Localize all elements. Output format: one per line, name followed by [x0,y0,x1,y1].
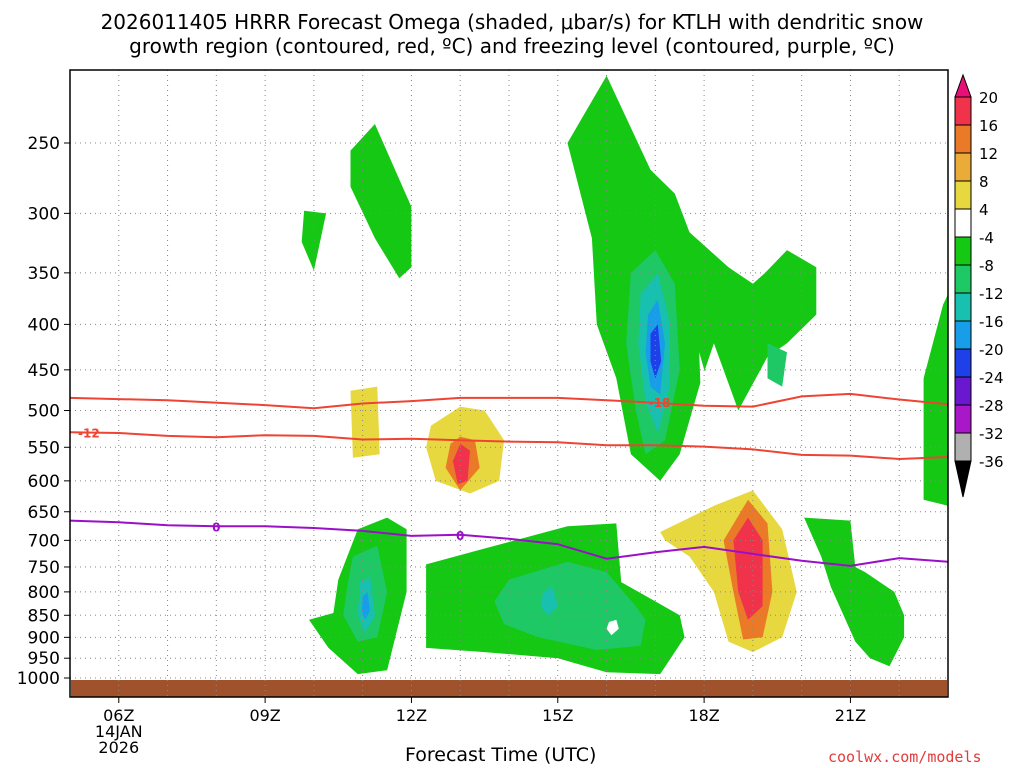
contour-line-0 [69,392,949,410]
y-tick-label-800: 800 [28,583,60,603]
omega-region-22 [767,343,787,387]
omega-region-7 [938,70,948,214]
y-tick-label-900: 900 [28,628,60,648]
colorbar-swatch-5 [954,208,972,238]
chart-title-line-1: 2026011405 HRRR Forecast Omega (shaded, … [100,10,924,34]
y-tick-label-400: 400 [28,315,60,335]
omega-shading-group [301,70,948,675]
colorbar-swatch-4 [954,180,972,210]
colorbar-swatch-7 [954,264,972,294]
y-tick-label-750: 750 [28,558,60,578]
contour-label-0: -18 [649,396,671,410]
contour-label-1: -12 [78,426,100,440]
omega-region-3 [538,210,573,273]
colorbar-swatch-13 [954,432,972,462]
colorbar-top-triangle [954,73,972,98]
colorbar-swatch-10 [954,348,972,378]
omega-region-4 [348,186,597,530]
x-date-label-0: 14JAN [95,722,143,741]
omega-region-11 [923,294,948,506]
y-tick-label-700: 700 [28,531,60,551]
colorbar-swatch-12 [954,404,972,434]
colorbar-label--16: -16 [979,313,1004,331]
colorbar-label--20: -20 [979,341,1004,359]
colorbar-label-4: 4 [979,201,989,219]
x-tick-label-12Z: 12Z [396,706,427,725]
contour-line-1 [69,431,949,461]
x-tick-label-18Z: 18Z [688,706,719,725]
colorbar-label--36: -36 [979,453,1004,471]
omega-region-27 [361,591,370,620]
y-tick-label-300: 300 [28,204,60,224]
colorbar-bottom-triangle [954,460,972,498]
y-tick-label-600: 600 [28,472,60,492]
colorbar-label--8: -8 [979,257,994,275]
y-tick-label-650: 650 [28,503,60,523]
colorbar-label--28: -28 [979,397,1004,415]
y-tick-label-450: 450 [28,361,60,381]
colorbar-swatch-6 [954,236,972,266]
chart-title-line-2: growth region (contoured, red, ºC) and f… [129,34,895,58]
colorbar-label-8: 8 [979,173,989,191]
colorbar-label-16: 16 [979,117,998,135]
plot-frame [69,69,949,698]
omega-region-25 [540,587,558,616]
x-tick-label-09Z: 09Z [249,706,280,725]
y-tick-label-1000: 1000 [17,669,60,689]
colorbar-label-20: 20 [979,89,998,107]
ground-strip [71,680,947,697]
omega-region-17 [452,443,470,485]
omega-region-10 [804,517,905,667]
x-tick-label-06Z: 06Z [103,706,134,725]
x-date-label-1: 2026 [98,738,139,757]
omega-region-28 [650,324,662,379]
colorbar-swatch-2 [954,124,972,154]
y-tick-label-850: 850 [28,606,60,626]
omega-region-18 [733,517,763,620]
omega-region-29 [606,619,619,636]
colorbar-label-12: 12 [979,145,998,163]
y-tick-label-250: 250 [28,134,60,154]
x-tick-label-21Z: 21Z [835,706,866,725]
colorbar-swatch-11 [954,376,972,406]
y-tick-label-350: 350 [28,264,60,284]
y-tick-label-550: 550 [28,438,60,458]
y-tick-label-950: 950 [28,649,60,669]
colorbar-swatch-8 [954,292,972,322]
contour-line-2 [69,519,949,567]
omega-region-6 [699,352,709,441]
colorbar-swatch-9 [954,320,972,350]
omega-region-0 [350,124,412,279]
y-tick-label-500: 500 [28,402,60,422]
credit-link[interactable]: coolwx.com/models [828,748,982,766]
x-axis-title: Forecast Time (UTC) [405,744,597,766]
colorbar-label--4: -4 [979,229,994,247]
colorbar-swatch-1 [954,96,972,126]
contour-label-2: 0 [212,520,220,534]
x-tick-label-15Z: 15Z [542,706,573,725]
colorbar-label--24: -24 [979,369,1004,387]
contour-label-freezing-13z: 0 [456,529,464,543]
colorbar-swatch-3 [954,152,972,182]
omega-region-2 [567,75,817,481]
colorbar-label--12: -12 [979,285,1004,303]
colorbar-label--32: -32 [979,425,1004,443]
